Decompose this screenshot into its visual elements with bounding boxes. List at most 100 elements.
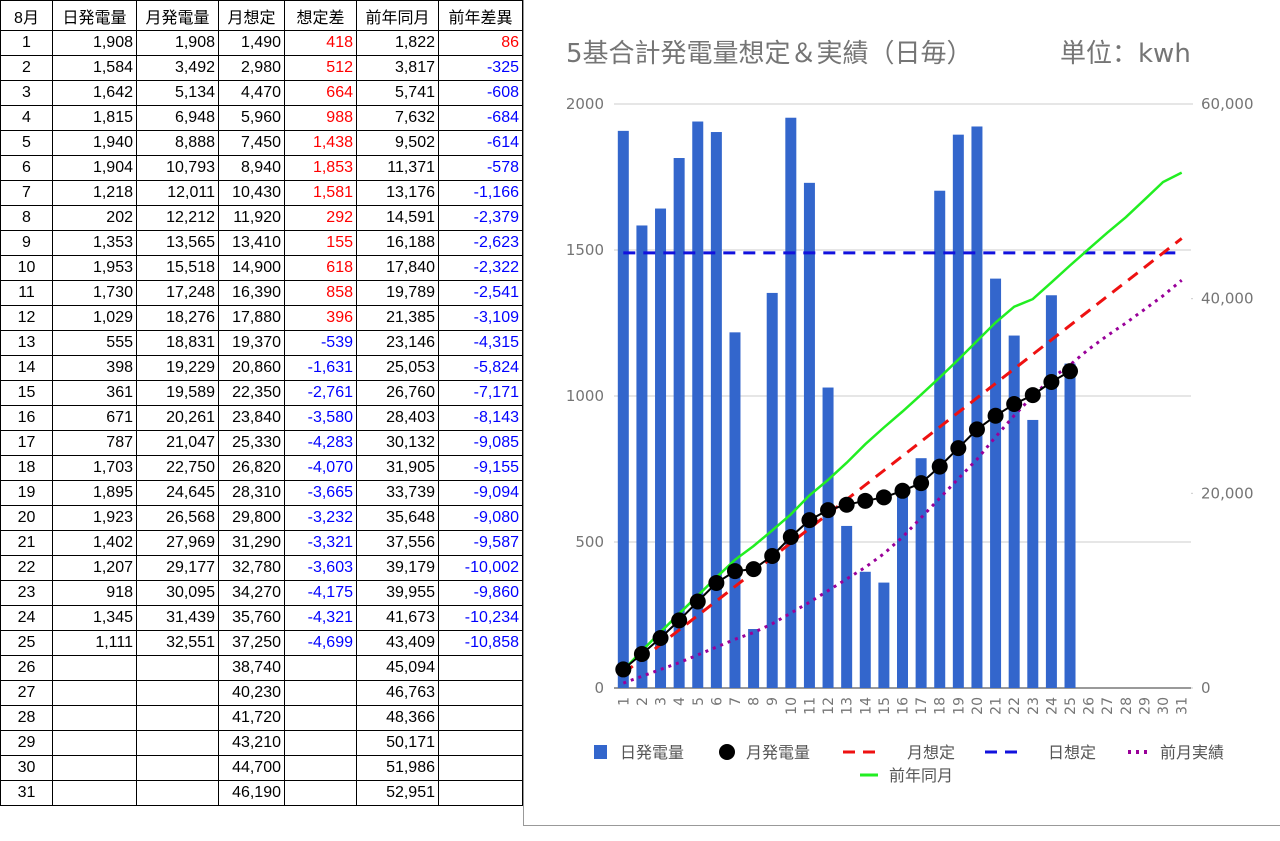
table-cell: 43,409 — [356, 630, 439, 656]
table-cell: 19,229 — [136, 355, 219, 381]
table-cell: 1,940 — [52, 130, 137, 156]
table-cell — [136, 705, 219, 731]
table-row: 26 38,740 45,094 — [0, 655, 523, 681]
bar — [878, 582, 890, 688]
data-point — [838, 496, 855, 513]
table-cell: 15,518 — [136, 255, 219, 281]
table-cell: 32,551 — [136, 630, 219, 656]
table-row: 23 918 30,095 34,270 -4,175 39,955 -9,860 — [0, 580, 523, 606]
x-tick-label: 8 — [747, 697, 763, 706]
table-cell: 19 — [0, 480, 53, 506]
bar — [785, 117, 797, 688]
table-cell: 8 — [0, 205, 53, 231]
table-cell — [438, 755, 523, 781]
table-cell: 41,673 — [356, 605, 439, 631]
data-point — [950, 440, 967, 457]
table-cell: 26,820 — [218, 455, 285, 481]
table-cell: 45,094 — [356, 655, 439, 681]
table-cell: 12 — [0, 305, 53, 331]
table-cell: 28,403 — [356, 405, 439, 431]
bar — [1045, 295, 1057, 688]
table-cell: 1,402 — [52, 530, 137, 556]
table-cell: 月発電量 — [136, 0, 219, 31]
data-point — [782, 528, 799, 545]
table-cell: 23,146 — [356, 330, 439, 356]
table-cell: 19,789 — [356, 280, 439, 306]
table-cell: 8月 — [0, 0, 53, 31]
table-cell: 555 — [52, 330, 137, 356]
table-cell: 17 — [0, 430, 53, 456]
table-cell: 9,502 — [356, 130, 439, 156]
table-cell: 29,177 — [136, 555, 219, 581]
x-tick-label: 11 — [802, 697, 818, 715]
table-cell: 16,188 — [356, 230, 439, 256]
table-cell — [52, 780, 137, 806]
table-cell: 9 — [0, 230, 53, 256]
table-cell: 35,648 — [356, 505, 439, 531]
table-cell — [136, 680, 219, 706]
chart: 5基合計発電量想定＆実績（日毎） 単位：kwh 0 500 1000 1500 2000… — [523, 0, 1280, 826]
x-tick-label: 29 — [1137, 697, 1153, 715]
data-point — [857, 492, 874, 509]
y2-tick-label: 40,000 — [1201, 290, 1254, 308]
table-row: 31 46,190 52,951 — [0, 780, 523, 806]
x-tick-label: 20 — [970, 697, 986, 715]
data-point — [820, 502, 837, 519]
table-cell — [284, 780, 357, 806]
table-row: 14 398 19,229 20,860 -1,631 25,053 -5,824 — [0, 355, 523, 381]
data-point — [894, 482, 911, 499]
table-cell — [284, 730, 357, 756]
bar — [859, 571, 871, 688]
table-cell: 29,800 — [218, 505, 285, 531]
x-tick-label: 14 — [858, 697, 874, 715]
bar — [673, 158, 685, 688]
table-cell: -10,002 — [438, 555, 523, 581]
table-cell: 22 — [0, 555, 53, 581]
table-row: 13 555 18,831 19,370 -539 23,146 -4,315 — [0, 330, 523, 356]
bar — [636, 225, 648, 689]
table-cell: 1,584 — [52, 55, 137, 81]
table-cell: 8,888 — [136, 130, 219, 156]
table-cell: 1,895 — [52, 480, 137, 506]
table-cell: 8,940 — [218, 155, 285, 181]
table-cell: -3,232 — [284, 505, 357, 531]
table-cell: 1,353 — [52, 230, 137, 256]
table-cell: 37,556 — [356, 530, 439, 556]
table-cell: -2,541 — [438, 280, 523, 306]
table-cell: 10 — [0, 255, 53, 281]
table-cell: 1,207 — [52, 555, 137, 581]
series-line — [622, 237, 1183, 675]
table-cell: 7 — [0, 180, 53, 206]
table-cell: 1,438 — [284, 130, 357, 156]
data-point — [801, 512, 818, 529]
data-point — [745, 561, 762, 578]
data-point — [764, 547, 781, 564]
x-tick-label: 5 — [691, 697, 707, 706]
table-cell: -9,085 — [438, 430, 523, 456]
table-cell: 32,780 — [218, 555, 285, 581]
table-cell: 12,011 — [136, 180, 219, 206]
x-tick-label: 27 — [1100, 697, 1116, 715]
table-cell: 46,763 — [356, 680, 439, 706]
x-tick-label: 31 — [1175, 697, 1191, 715]
table-row: 28 41,720 48,366 — [0, 705, 523, 731]
table-cell: -9,080 — [438, 505, 523, 531]
table-row: 22 1,207 29,177 32,780 -3,603 39,179 -10,002 — [0, 555, 523, 581]
table-cell: -1,166 — [438, 180, 523, 206]
table-row: 15 361 19,589 22,350 -2,761 26,760 -7,171 — [0, 380, 523, 406]
table-cell: -4,699 — [284, 630, 357, 656]
table-cell: 23,840 — [218, 405, 285, 431]
bar — [617, 130, 629, 688]
table-cell: 14,900 — [218, 255, 285, 281]
table-cell: 1 — [0, 30, 53, 56]
table-cell: 1,923 — [52, 505, 137, 531]
table-cell: 20 — [0, 505, 53, 531]
data-point — [913, 475, 930, 492]
table-cell — [136, 780, 219, 806]
table-cell: 22,750 — [136, 455, 219, 481]
table-cell: -4,315 — [438, 330, 523, 356]
x-tick-label: 19 — [951, 697, 967, 715]
table-cell: 13 — [0, 330, 53, 356]
x-tick-label: 28 — [1119, 697, 1135, 715]
